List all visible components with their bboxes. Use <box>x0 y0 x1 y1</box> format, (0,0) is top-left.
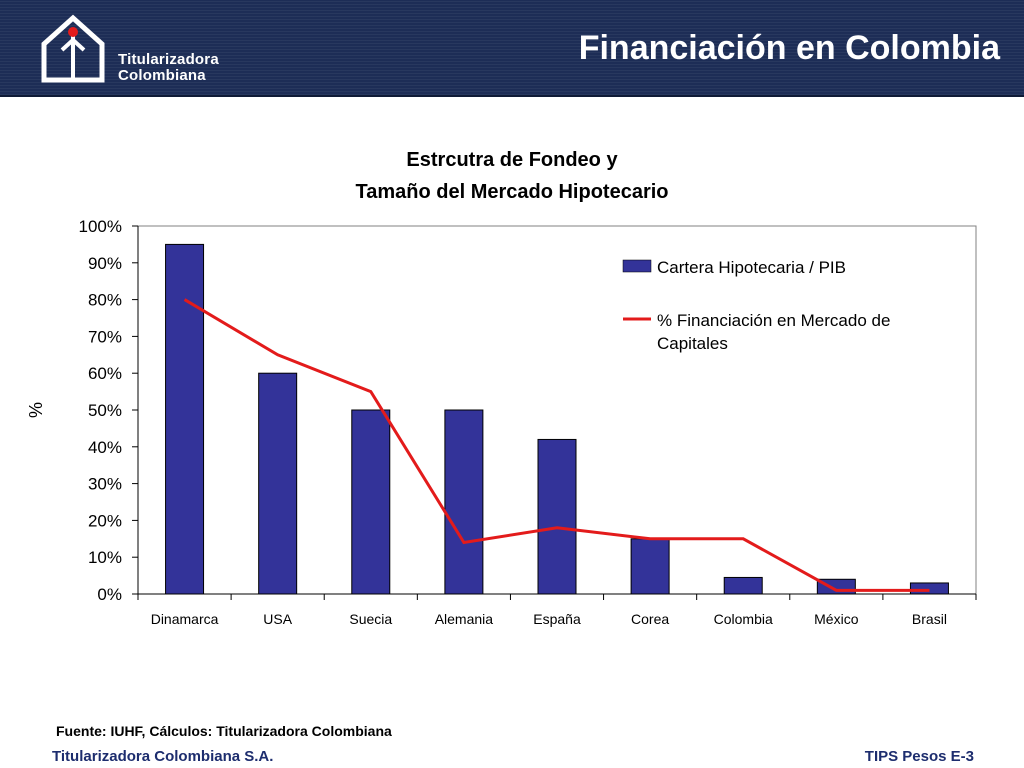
slide-header: Titularizadora Colombiana Financiación e… <box>0 0 1024 97</box>
y-axis: 0% 10% 20% 30% 40% 50% 60% 70% 80% 90% 100% <box>79 217 138 604</box>
y-tick-label: 60% <box>88 364 122 383</box>
logo-line-2: Colombiana <box>118 67 206 84</box>
bar-series <box>165 243 949 595</box>
source-note: Fuente: IUHF, Cálculos: Titularizadora C… <box>56 723 392 739</box>
bar-españa <box>537 438 577 595</box>
y-axis-label: % <box>26 402 46 418</box>
chart: Estrcutra de Fondeo y Tamaño del Mercado… <box>26 149 977 627</box>
page-title: Financiación en Colombia <box>578 29 1000 67</box>
x-tick-label: Brasil <box>912 611 947 627</box>
chart-title-line-2: Tamaño del Mercado Hipotecario <box>355 181 668 203</box>
logo-line-1: Titularizadora <box>118 51 219 68</box>
y-tick-label: 90% <box>88 254 122 273</box>
chart-title-line-1: Estrcutra de Fondeo y <box>406 149 618 171</box>
house-arrow-icon <box>41 14 105 83</box>
y-tick-label: 0% <box>97 585 122 604</box>
y-tick-label: 10% <box>88 548 122 567</box>
bar-dinamarca <box>165 243 205 595</box>
bar-usa <box>258 372 298 595</box>
x-tick-label: USA <box>263 611 292 627</box>
x-tick-label: México <box>814 611 859 627</box>
bar-alemania <box>444 409 484 595</box>
legend-line-label-1: % Financiación en Mercado de <box>657 311 890 330</box>
x-tick-label: España <box>533 611 581 627</box>
y-tick-label: 20% <box>88 511 122 530</box>
company-logo-text: Titularizadora Colombiana <box>118 52 219 84</box>
footer-company: Titularizadora Colombiana S.A. <box>52 748 274 765</box>
y-tick-label: 30% <box>88 475 122 494</box>
bar-colombia <box>723 576 763 595</box>
financing-line-series <box>183 298 930 592</box>
y-tick-label: 70% <box>88 327 122 346</box>
bar-suecia <box>351 409 391 595</box>
x-tick-label: Alemania <box>435 611 494 627</box>
x-axis: Dinamarca USA Suecia Alemania España Corea Col… <box>137 594 977 627</box>
legend-bar-label: Cartera Hipotecaria / PIB <box>657 258 846 277</box>
x-tick-label: Suecia <box>349 611 392 627</box>
x-tick-label: Dinamarca <box>151 611 219 627</box>
bar-corea <box>630 538 670 595</box>
legend-bar-swatch <box>622 259 652 273</box>
bar-brasil <box>909 582 949 595</box>
footer-page-ref: TIPS Pesos E-3 <box>864 748 974 765</box>
x-tick-label: Corea <box>631 611 669 627</box>
legend-line-label-2: Capitales <box>657 334 728 353</box>
legend: Cartera Hipotecaria / PIB % Financiación… <box>622 258 890 353</box>
y-tick-label: 40% <box>88 438 122 457</box>
y-tick-label: 100% <box>79 217 122 236</box>
x-tick-label: Colombia <box>714 611 773 627</box>
y-tick-label: 80% <box>88 291 122 310</box>
y-tick-label: 50% <box>88 401 122 420</box>
